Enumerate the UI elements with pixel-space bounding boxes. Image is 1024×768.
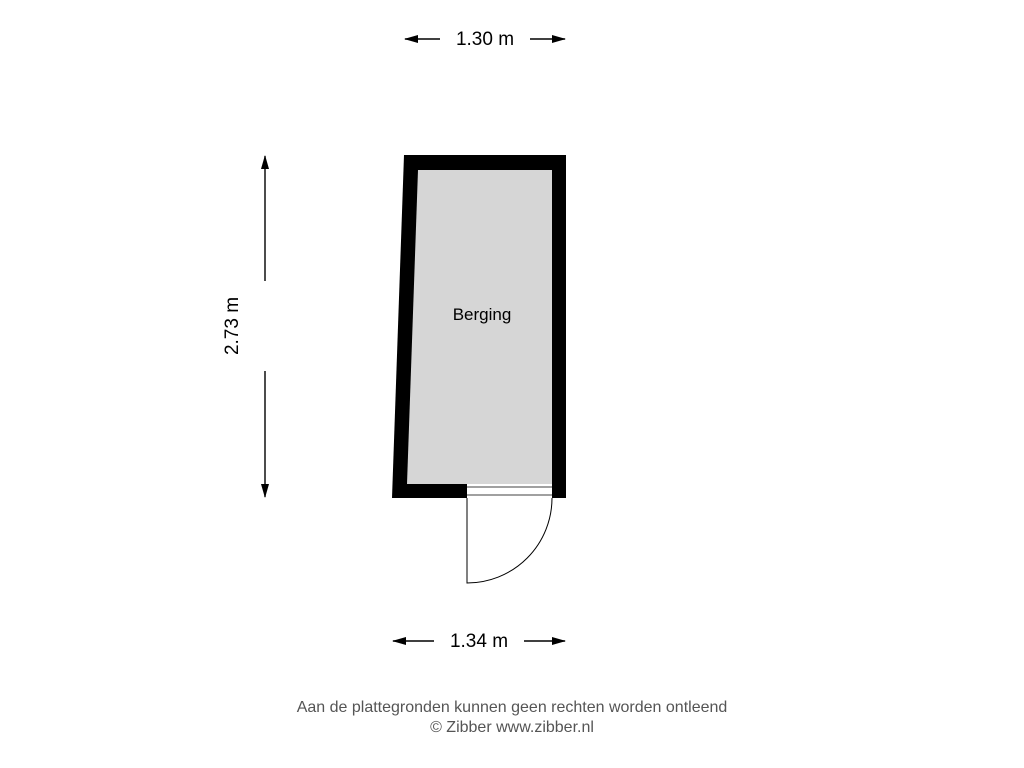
footer: Aan de plattegronden kunnen geen rechten…	[297, 699, 728, 736]
footer-disclaimer: Aan de plattegronden kunnen geen rechten…	[297, 699, 728, 716]
dim-arrow-head	[552, 637, 566, 645]
dimension-label: 1.34 m	[450, 631, 508, 652]
room-label: Berging	[453, 305, 512, 324]
dimension-label: 1.30 m	[456, 29, 514, 50]
dimension-top: 1.30 m	[404, 29, 566, 50]
door	[467, 484, 552, 583]
dimension-left: 2.73 m	[222, 155, 269, 498]
dim-arrow-head	[261, 155, 269, 169]
dimension-bottom: 1.34 m	[392, 631, 566, 652]
door-opening	[467, 484, 552, 498]
dimension-label: 2.73 m	[222, 297, 243, 355]
dim-arrow-head	[552, 35, 566, 43]
wall-inner	[407, 170, 552, 484]
footer-copyright: © Zibber www.zibber.nl	[430, 719, 594, 736]
room-berging: Berging	[392, 155, 566, 498]
dim-arrow-head	[392, 637, 406, 645]
floorplan-canvas: Berging 1.30 m 2.73 m 1.34 m Aan de plat…	[0, 0, 1024, 768]
dim-arrow-head	[404, 35, 418, 43]
door-swing-arc	[467, 498, 552, 583]
dim-arrow-head	[261, 484, 269, 498]
